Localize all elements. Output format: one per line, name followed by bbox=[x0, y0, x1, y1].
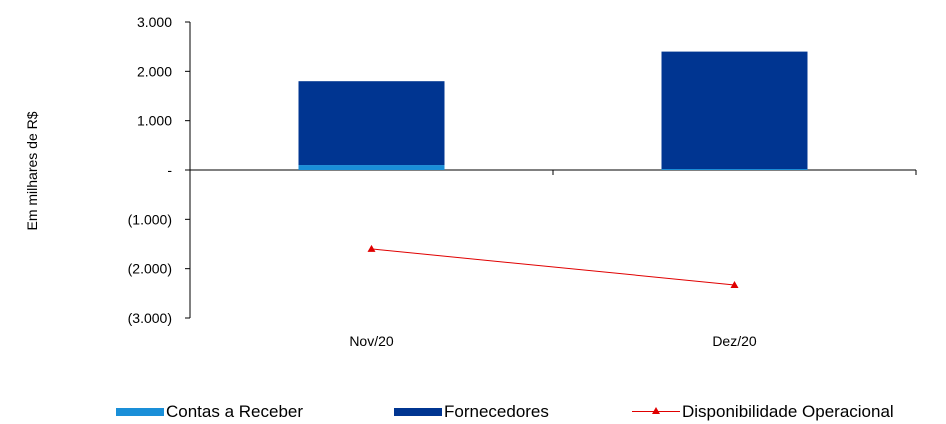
y-tick-label: - bbox=[167, 162, 172, 178]
legend-swatch-disponibilidade bbox=[632, 406, 680, 418]
legend-item-fornecedores: Fornecedores bbox=[394, 402, 549, 422]
legend-label-disponibilidade: Disponibilidade Operacional bbox=[682, 402, 894, 421]
legend-swatch-contas bbox=[116, 408, 164, 416]
y-tick-label: (2.000) bbox=[128, 261, 172, 277]
bars bbox=[298, 51, 808, 170]
chart: Em milhares de R$ 3.000 2.000 1.000 - (1.000… bbox=[24, 14, 917, 349]
legend-label-fornecedores: Fornecedores bbox=[444, 402, 549, 421]
y-tick-label: 3.000 bbox=[137, 14, 172, 30]
x-axis: Nov/20 Dez/20 bbox=[189, 169, 917, 349]
bar bbox=[661, 51, 808, 170]
bar bbox=[661, 169, 808, 170]
bar bbox=[298, 165, 445, 170]
y-tick-label: (3.000) bbox=[128, 310, 172, 326]
legend-label-contas: Contas a Receber bbox=[166, 402, 304, 421]
series-line bbox=[371, 248, 735, 286]
y-tick-label: 1.000 bbox=[137, 113, 172, 129]
legend-item-contas: Contas a Receber bbox=[116, 402, 303, 422]
bar bbox=[298, 81, 445, 166]
y-tick-label: (1.000) bbox=[128, 211, 172, 227]
x-tick-label: Nov/20 bbox=[349, 333, 394, 349]
y-tick-label: 2.000 bbox=[137, 63, 172, 79]
y-axis-label: Em milhares de R$ bbox=[24, 111, 40, 230]
line-point bbox=[730, 280, 739, 288]
y-axis: 3.000 2.000 1.000 - (1.000) (2.000) (3.000) bbox=[128, 14, 191, 326]
legend-item-disponibilidade: Disponibilidade Operacional bbox=[632, 402, 894, 422]
legend-swatch-fornecedores bbox=[394, 408, 442, 416]
line-point bbox=[367, 244, 376, 252]
x-tick-label: Dez/20 bbox=[712, 333, 757, 349]
legend: Contas a Receber Fornecedores Disponibil… bbox=[0, 402, 946, 424]
line-series bbox=[367, 244, 739, 288]
